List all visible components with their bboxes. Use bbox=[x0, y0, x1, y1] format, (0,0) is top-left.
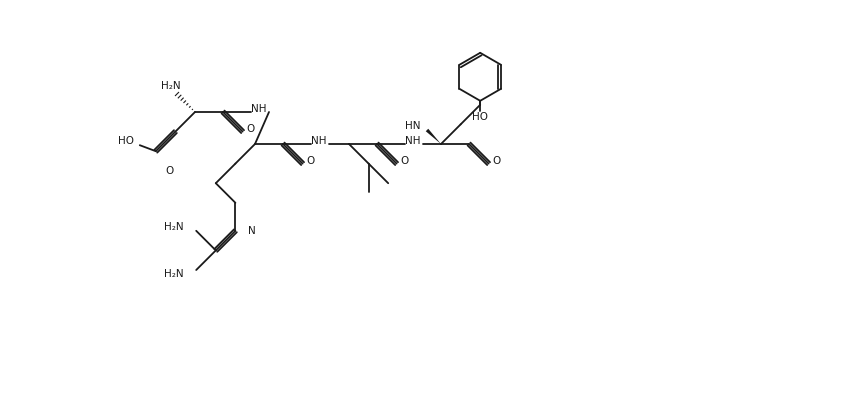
Text: O: O bbox=[492, 156, 501, 166]
Text: HO: HO bbox=[118, 136, 134, 146]
Text: H₂N: H₂N bbox=[164, 222, 184, 232]
Text: O: O bbox=[166, 166, 174, 176]
Text: O: O bbox=[246, 124, 255, 133]
Text: NH: NH bbox=[311, 136, 327, 146]
Text: O: O bbox=[401, 156, 409, 166]
Text: N: N bbox=[247, 226, 255, 236]
Text: O: O bbox=[307, 156, 315, 166]
Text: NH: NH bbox=[252, 104, 267, 114]
Text: H₂N: H₂N bbox=[164, 269, 184, 279]
Polygon shape bbox=[426, 129, 441, 144]
Text: NH: NH bbox=[405, 136, 421, 146]
Text: HN: HN bbox=[405, 121, 421, 131]
Text: H₂N: H₂N bbox=[161, 81, 180, 91]
Text: HO: HO bbox=[472, 112, 488, 122]
